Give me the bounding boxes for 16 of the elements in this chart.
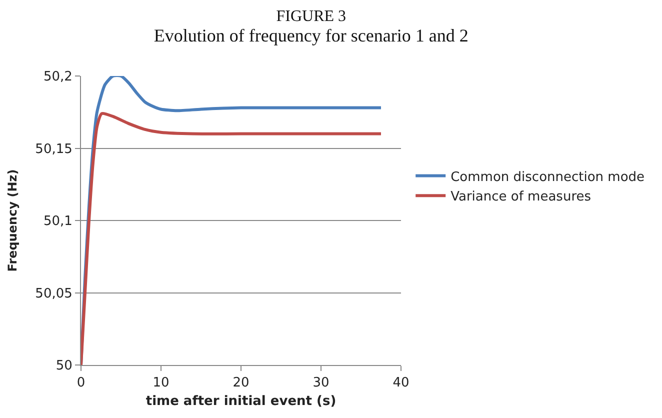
x-tick-label: 20 (232, 376, 250, 391)
x-tick-label: 10 (152, 376, 170, 391)
chart-subtitle: Evolution of frequency for scenario 1 and 2 (154, 26, 468, 46)
y-tick-label: 50,15 (35, 142, 72, 157)
x-axis-title: time after initial event (s) (146, 394, 336, 410)
x-tick-label: 40 (392, 376, 410, 391)
y-tick-label: 50 (56, 358, 72, 374)
legend-label: Common disconnection mode (450, 170, 645, 185)
y-tick-label: 50,05 (35, 286, 72, 302)
x-tick-label: 30 (312, 376, 330, 391)
y-tick-label: 50,2 (43, 70, 72, 85)
legend-label: Variance of measures (450, 190, 592, 205)
chart-title: FIGURE 3 (276, 8, 346, 25)
y-axis-title: Frequency (Hz) (5, 169, 20, 272)
x-tick-label: 0 (76, 376, 86, 391)
y-tick-label: 50,1 (43, 214, 72, 230)
